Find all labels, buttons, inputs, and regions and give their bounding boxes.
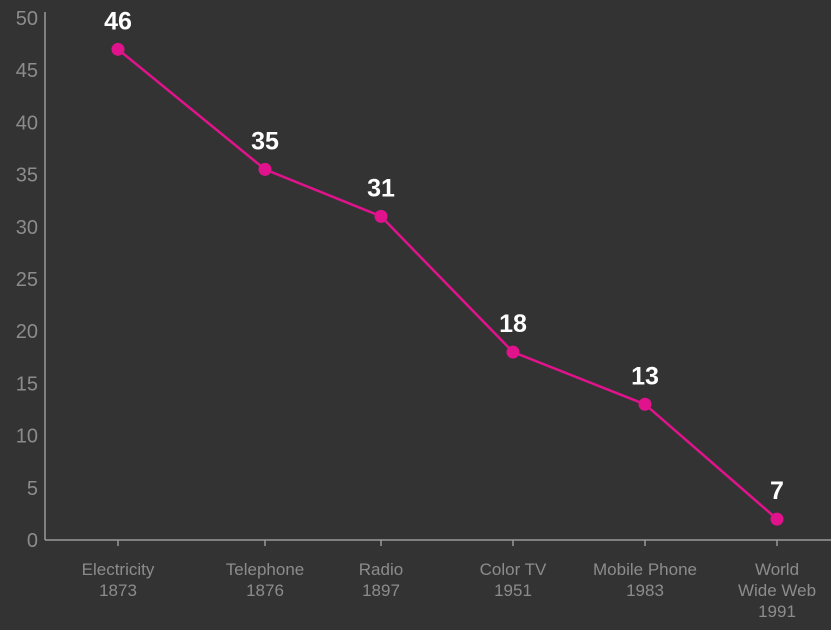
y-tick-label: 35 — [16, 165, 38, 187]
data-label: 46 — [104, 7, 132, 35]
x-axis-labels: Electricity 1873 Telephone 1876 Radio 1897 Col… — [82, 560, 816, 621]
x-tick-label-line: Telephone — [226, 560, 304, 579]
x-tick-label-line: Color TV — [480, 560, 547, 579]
x-tick-label: Telephone 1876 — [226, 560, 304, 600]
x-tick-label-line: 1983 — [626, 581, 664, 600]
data-point — [770, 512, 784, 526]
x-axis-tick-marks — [117, 540, 778, 546]
y-tick-label: 0 — [27, 530, 38, 552]
x-tick-label: Mobile Phone 1983 — [593, 560, 697, 600]
x-tick-label: Color TV 1951 — [480, 560, 547, 600]
y-tick-label: 40 — [16, 112, 38, 134]
y-tick-label: 15 — [16, 373, 38, 395]
data-label: 7 — [770, 477, 784, 505]
y-tick-label: 30 — [16, 217, 38, 239]
data-point — [258, 162, 272, 176]
data-point — [111, 42, 125, 56]
x-tick-label-line: 1876 — [246, 581, 284, 600]
x-tick-label-line: 1873 — [99, 581, 137, 600]
x-tick-label: Radio 1897 — [359, 560, 403, 600]
x-tick-label-line: World — [755, 560, 799, 579]
data-point — [374, 209, 388, 223]
y-tick-label: 5 — [27, 478, 38, 500]
data-point — [638, 397, 652, 411]
data-labels: 46 35 31 18 13 7 — [104, 7, 784, 505]
data-points — [111, 42, 784, 526]
x-tick-label: World Wide Web 1991 — [738, 560, 816, 621]
x-tick-label-line: 1951 — [494, 581, 532, 600]
x-tick-label-line: 1897 — [362, 581, 400, 600]
y-tick-label: 25 — [16, 269, 38, 291]
data-label: 31 — [367, 174, 395, 202]
x-tick-label: Electricity 1873 — [82, 560, 155, 600]
x-tick-label-line: 1991 — [758, 602, 796, 621]
x-tick-label-line: Radio — [359, 560, 403, 579]
y-tick-label: 50 — [16, 8, 38, 30]
data-label: 35 — [251, 127, 279, 155]
data-label: 13 — [631, 362, 659, 390]
series-line — [117, 48, 778, 521]
y-tick-label: 20 — [16, 321, 38, 343]
y-axis-ticks: 0 5 10 15 20 25 30 35 40 45 50 — [16, 8, 38, 552]
y-tick-label: 10 — [16, 426, 38, 448]
data-point — [506, 345, 520, 359]
x-tick-label-line: Wide Web — [738, 581, 816, 600]
x-tick-label-line: Electricity — [82, 560, 155, 579]
x-tick-label-line: Mobile Phone — [593, 560, 697, 579]
y-tick-label: 45 — [16, 60, 38, 82]
data-label: 18 — [499, 310, 527, 338]
